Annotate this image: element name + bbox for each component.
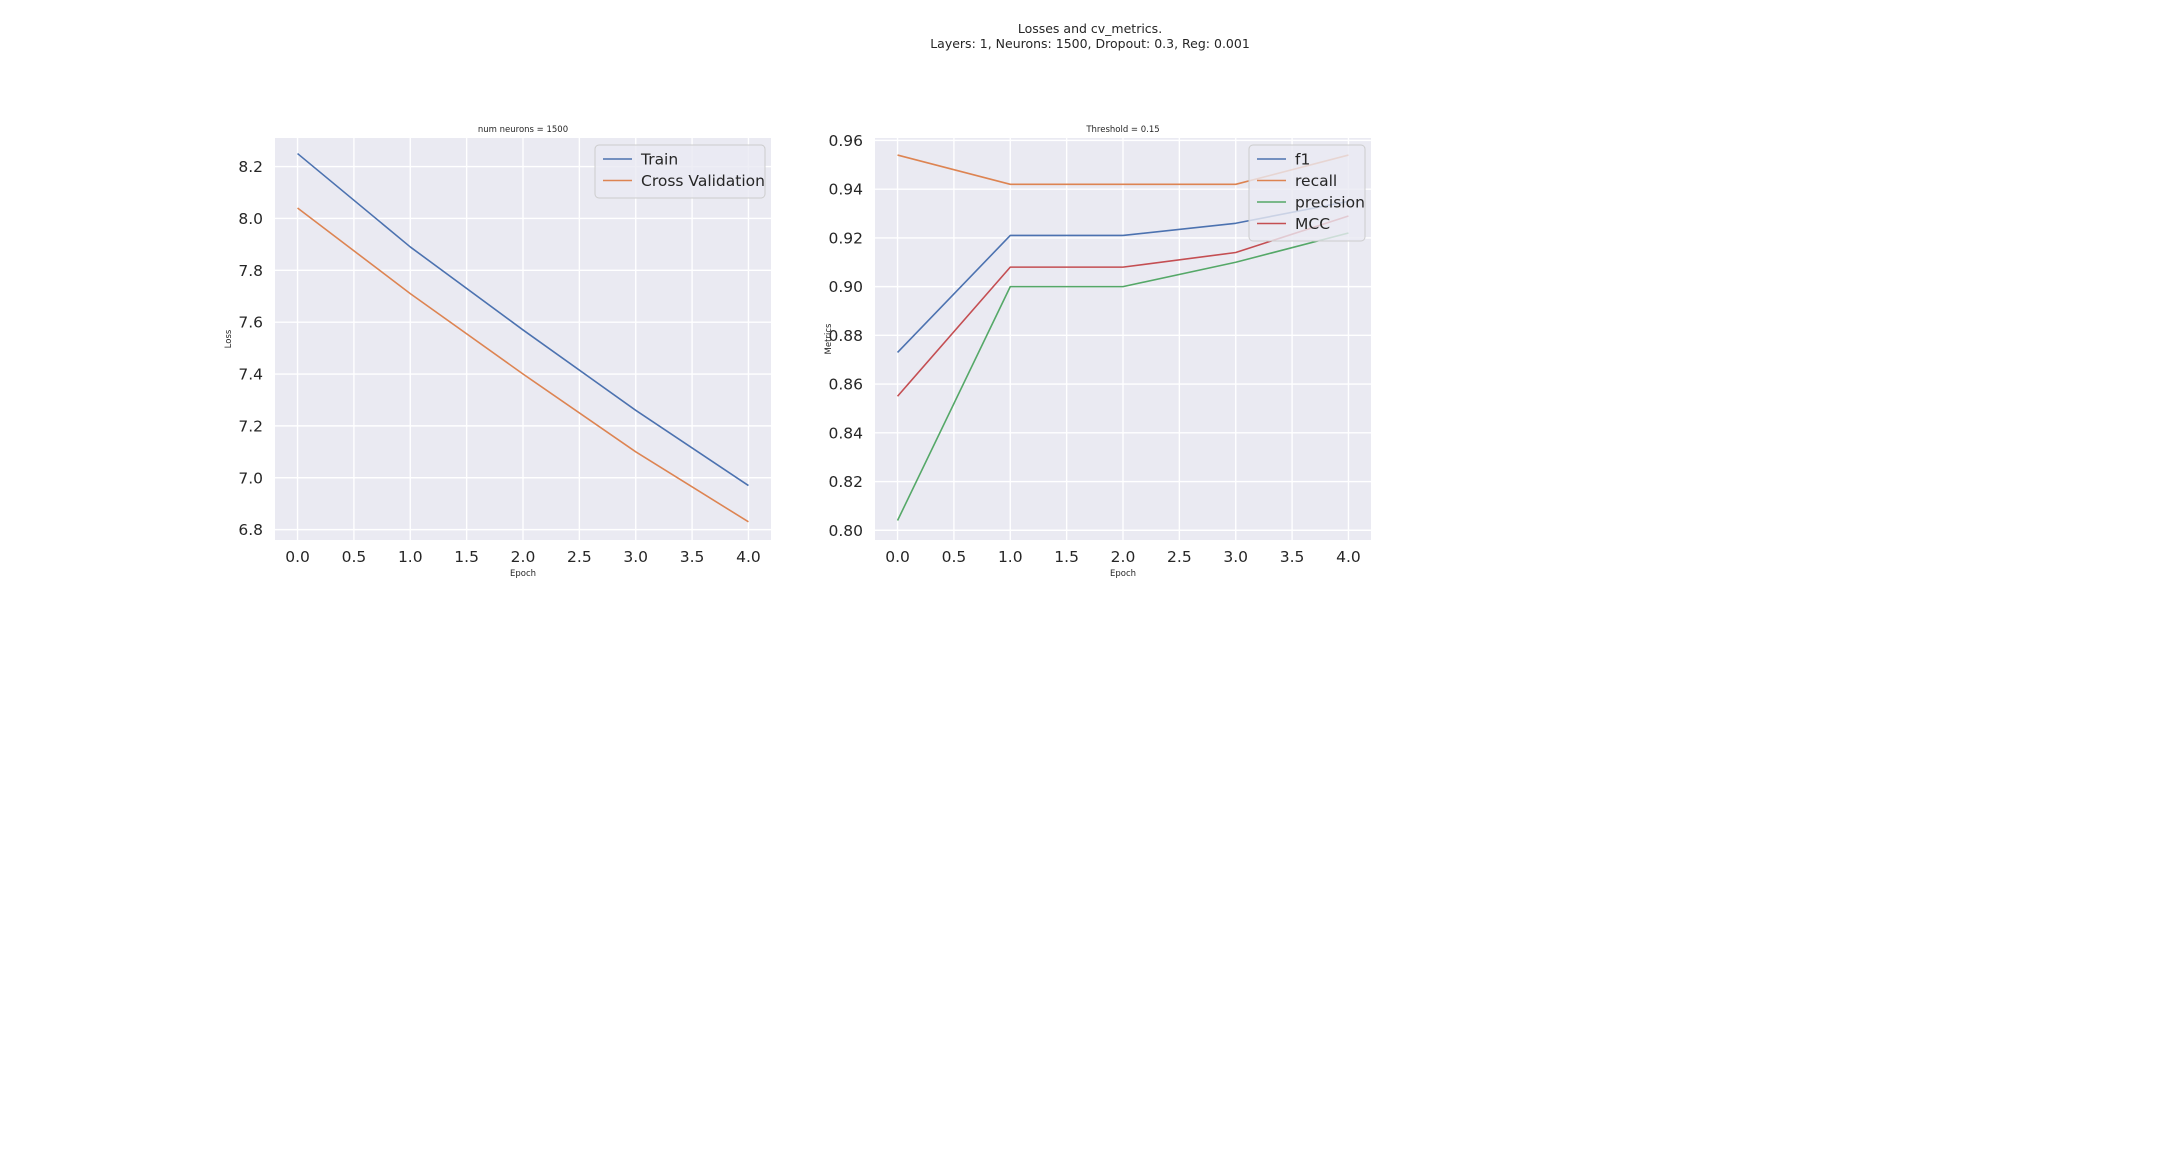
x-tick-label: 3.0 [623, 548, 648, 566]
y-tick-label: 8.0 [238, 210, 263, 228]
figure-title-line2: Layers: 1, Neurons: 1500, Dropout: 0.3, … [930, 36, 1250, 51]
y-tick-label: 6.8 [238, 521, 263, 539]
y-tick-label: 0.86 [828, 376, 863, 394]
y-tick-label: 0.88 [828, 327, 863, 345]
figure-title-line1: Losses and cv_metrics. [1018, 21, 1162, 36]
loss-chart: 0.0 0.5 1.0 1.5 2.0 2.5 3.0 3.5 4.0 6.8 7.0 7.2 7.4 7… [224, 125, 771, 579]
legend-label: MCC [1295, 215, 1330, 233]
series-line-cross-validation [297, 207, 749, 523]
x-axis-label: Epoch [1110, 569, 1136, 579]
legend-box [594, 144, 766, 199]
legend: f1 recall precision MCC [1248, 144, 1366, 242]
x-tick-label: 3.5 [1280, 548, 1305, 566]
x-tick-label: 4.0 [1336, 548, 1361, 566]
series-line-train [297, 152, 749, 487]
x-tick-label: 1.0 [398, 548, 423, 566]
legend-label: precision [1295, 194, 1365, 212]
y-tick-label: 7.6 [238, 314, 263, 332]
x-tick-label: 2.0 [1111, 548, 1136, 566]
y-tick-label: 0.94 [828, 181, 863, 199]
y-tick-label: 0.84 [828, 424, 863, 442]
legend-label: recall [1295, 172, 1337, 190]
x-tick-label: 3.5 [680, 548, 705, 566]
x-tick-label: 1.0 [998, 548, 1023, 566]
legend-box [1248, 144, 1366, 242]
legend-label: Train [640, 151, 678, 169]
x-tick-label: 2.5 [1167, 548, 1192, 566]
x-tick-label: 4.0 [736, 548, 761, 566]
y-tick-label: 0.96 [828, 132, 863, 150]
x-tick-label: 3.0 [1223, 548, 1248, 566]
x-tick-label: 1.5 [1054, 548, 1079, 566]
x-tick-label: 2.0 [511, 548, 536, 566]
y-tick-label: 7.4 [238, 366, 263, 384]
y-tick-label: 7.8 [238, 262, 263, 280]
series-line-precision [896, 232, 1349, 521]
x-tick-label: 1.5 [454, 548, 479, 566]
legend-label: Cross Validation [641, 172, 765, 190]
x-tick-label: 0.5 [342, 548, 367, 566]
x-axis-label: Epoch [510, 569, 536, 579]
x-tick-label: 2.5 [567, 548, 592, 566]
chart-title: num neurons = 1500 [478, 125, 568, 135]
y-tick-label: 7.2 [238, 417, 263, 435]
y-axis-label: Loss [224, 329, 234, 348]
y-axis-label: Metrics [824, 323, 834, 354]
legend-label: f1 [1295, 151, 1310, 169]
x-tick-label: 0.0 [285, 548, 310, 566]
legend: Train Cross Validation [594, 144, 766, 199]
x-tick-label: 0.0 [885, 548, 910, 566]
y-tick-label: 0.90 [828, 278, 863, 296]
y-tick-label: 0.92 [828, 229, 863, 247]
y-tick-label: 0.82 [828, 473, 863, 491]
y-tick-label: 0.80 [828, 522, 863, 540]
y-tick-label: 7.0 [238, 469, 263, 487]
metrics-chart: 0.0 0.5 1.0 1.5 2.0 2.5 3.0 3.5 4.0 0.80 0.82 0.84 0… [824, 125, 1371, 579]
chart-title: Threshold = 0.15 [1085, 125, 1159, 135]
y-tick-label: 8.2 [238, 158, 263, 176]
x-tick-label: 0.5 [942, 548, 967, 566]
